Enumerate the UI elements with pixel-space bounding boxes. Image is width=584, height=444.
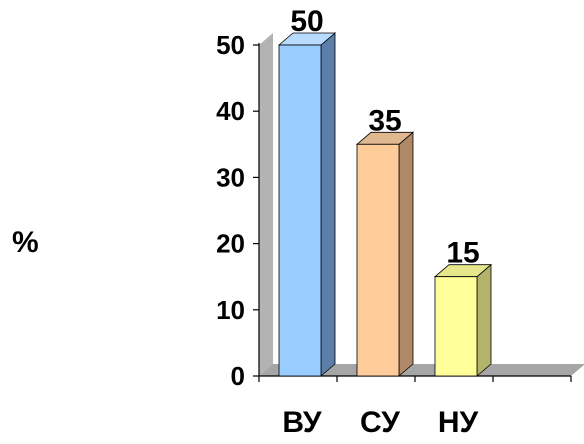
y-axis-label: %	[12, 226, 39, 259]
bar-side	[477, 265, 491, 376]
y-tick-label: 20	[216, 229, 245, 259]
y-tick-label: 0	[231, 361, 245, 391]
y-tick-label: 30	[216, 162, 245, 192]
bar-front	[435, 277, 477, 376]
category-label: СУ	[360, 406, 400, 439]
bar	[279, 33, 335, 376]
data-label: 15	[446, 237, 479, 270]
bar-front	[357, 144, 399, 376]
y-tick-label: 40	[216, 96, 245, 126]
bar-side	[321, 33, 335, 376]
back-wall	[259, 33, 273, 376]
y-tick-label: 50	[216, 30, 245, 60]
category-labels: ВУ СУ НУ	[282, 406, 478, 439]
bar-front	[279, 45, 321, 376]
y-tick-label: 10	[216, 295, 245, 325]
bars	[279, 33, 491, 376]
data-label: 35	[368, 104, 401, 137]
category-label: ВУ	[282, 406, 322, 439]
data-label: 50	[290, 5, 323, 38]
y-tick-labels: 0 10 20 30 40 50	[216, 30, 245, 391]
category-label: НУ	[438, 406, 479, 439]
bar-side	[399, 132, 413, 376]
bar	[435, 265, 491, 376]
bar	[357, 132, 413, 376]
